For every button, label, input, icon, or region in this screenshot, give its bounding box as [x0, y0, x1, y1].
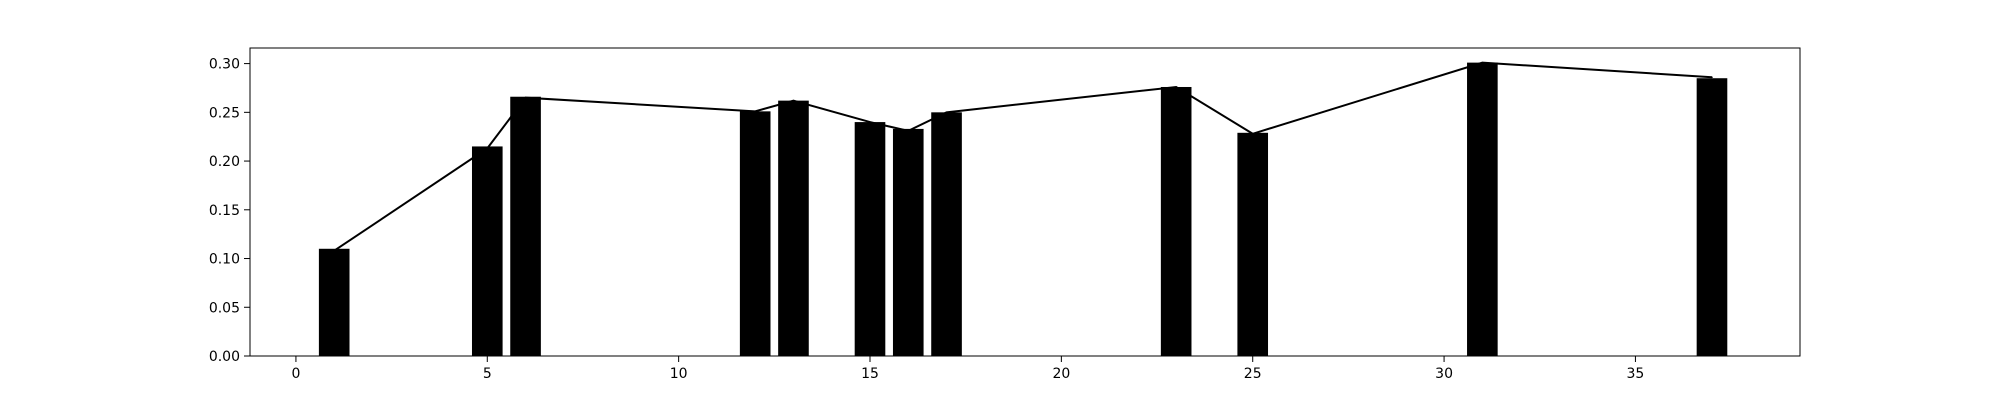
bar-13 — [778, 100, 809, 356]
line-point-12 — [754, 110, 756, 113]
y-tick-label: 0.00 — [209, 349, 240, 365]
bar-23 — [1160, 86, 1192, 357]
line-point-1 — [333, 249, 336, 252]
y-tick-label: 0.20 — [209, 154, 240, 170]
bar-25 — [1237, 132, 1269, 356]
bar-6 — [510, 96, 541, 356]
line-point-13 — [792, 99, 795, 102]
y-tick-label: 0.10 — [209, 252, 240, 268]
y-tick-label: 0.30 — [209, 57, 240, 73]
plot-area-frame — [249, 47, 1801, 357]
x-tick-label: 15 — [861, 366, 879, 382]
line-point-6 — [524, 96, 527, 99]
bar-12 — [739, 111, 771, 356]
line-point-15 — [869, 121, 871, 123]
series-line — [333, 61, 1713, 252]
line-point-25 — [1251, 132, 1254, 135]
line-point-37 — [1711, 76, 1713, 79]
bar-37 — [1696, 78, 1728, 356]
line-point-23 — [1175, 86, 1177, 88]
line-point-17 — [945, 111, 948, 114]
bar-series — [318, 62, 1728, 357]
x-tick-label: 25 — [1244, 366, 1262, 382]
bar-17 — [931, 112, 962, 356]
bar-16 — [892, 128, 924, 356]
y-tick-label: 0.25 — [209, 105, 240, 121]
line-point-5 — [486, 147, 489, 150]
x-tick-label: 30 — [1435, 366, 1453, 382]
y-tick-label: 0.05 — [209, 300, 240, 316]
x-tick-label: 0 — [291, 366, 300, 382]
line-point-16 — [907, 130, 910, 132]
bar-31 — [1467, 62, 1498, 357]
x-tick-label: 10 — [670, 366, 688, 382]
y-tick-label: 0.15 — [209, 203, 240, 219]
x-tick-label: 5 — [483, 366, 492, 382]
line-series — [333, 61, 1713, 252]
bar-5 — [471, 146, 503, 356]
line-point-31 — [1481, 61, 1484, 64]
bar-15 — [854, 122, 886, 356]
x-axis: 0 5 10 15 20 25 30 35 — [291, 356, 1644, 382]
x-tick-label: 20 — [1052, 366, 1070, 382]
y-axis: 0.00 0.05 0.10 0.15 0.20 0.25 0.30 — [209, 57, 250, 365]
x-tick-label: 35 — [1627, 366, 1645, 382]
bar-1 — [318, 248, 350, 356]
